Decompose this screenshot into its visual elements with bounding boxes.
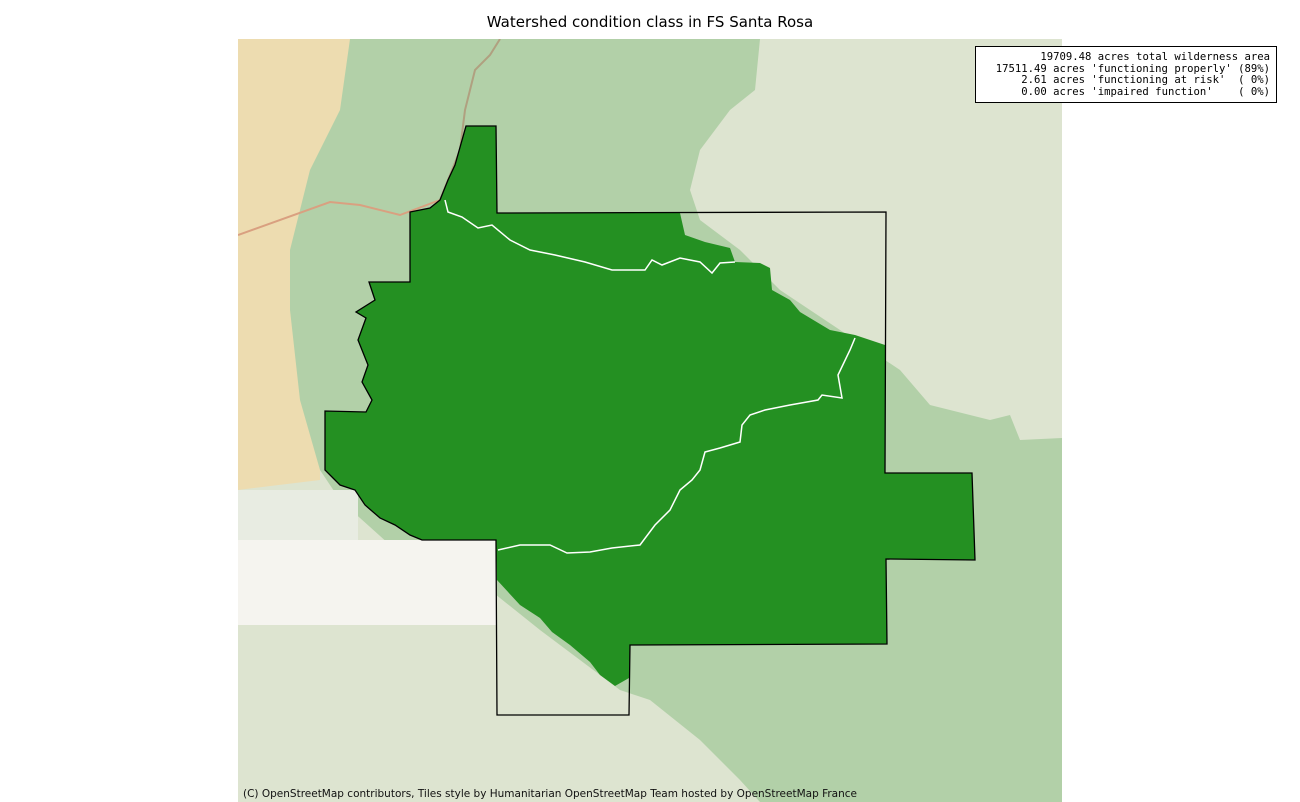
legend-line: 0.00 acres 'impaired function' ( 0%) [1021, 85, 1270, 98]
legend-line: 17511.49 acres 'functioning properly' (8… [995, 62, 1270, 75]
legend-line: 19709.48 acres total wilderness area [1040, 51, 1270, 63]
watershed-line [444, 199, 736, 275]
functioning-properly-area [325, 126, 975, 686]
acreage-summary-box: 19709.48 acres total wilderness area 1751… [975, 46, 1277, 104]
map-title: Watershed condition class in FS Santa Ro… [486, 13, 814, 31]
watershed-line [497, 337, 856, 554]
legend-line: 2.61 acres 'functioning at risk' ( 0%) [1021, 74, 1270, 87]
wilderness-boundary [324, 125, 976, 716]
map-attribution: (C) OpenStreetMap contributors, Tiles st… [243, 788, 857, 800]
